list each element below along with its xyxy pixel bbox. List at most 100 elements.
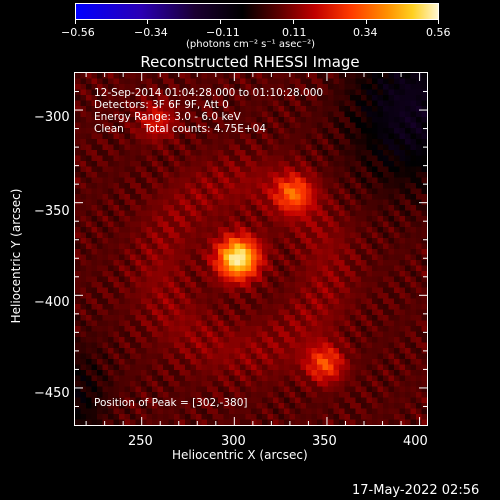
heatmap-pixel — [218, 326, 224, 332]
heatmap-pixel — [212, 177, 219, 184]
heatmap-pixel — [372, 199, 378, 206]
heatmap-pixel — [339, 359, 345, 365]
heatmap-pixel — [372, 293, 378, 299]
heatmap-pixel — [223, 232, 230, 239]
heatmap-pixel — [245, 375, 252, 382]
heatmap-pixel — [102, 331, 109, 338]
heatmap-pixel — [234, 315, 241, 321]
heatmap-pixel — [168, 128, 175, 134]
heatmap-pixel — [300, 359, 307, 365]
heatmap-pixel — [97, 194, 103, 200]
heatmap-pixel — [119, 276, 125, 283]
heatmap-pixel — [388, 375, 395, 382]
heatmap-pixel — [328, 375, 334, 382]
heatmap-pixel — [278, 287, 285, 294]
heatmap-pixel — [234, 370, 241, 376]
heatmap-pixel — [284, 199, 290, 206]
heatmap-pixel — [262, 342, 268, 349]
heatmap-pixel — [201, 381, 208, 387]
heatmap-pixel — [80, 194, 87, 200]
heatmap-pixel — [355, 386, 362, 393]
heatmap-pixel — [344, 188, 351, 195]
heatmap-pixel — [388, 227, 395, 233]
heatmap-pixel — [322, 122, 329, 129]
heatmap-pixel — [295, 320, 301, 327]
heatmap-pixel — [333, 199, 340, 206]
heatmap-pixel — [284, 304, 290, 310]
heatmap-pixel — [344, 205, 351, 211]
heatmap-pixel — [146, 243, 153, 250]
heatmap-pixel — [355, 249, 362, 255]
heatmap-pixel — [416, 144, 422, 151]
heatmap-pixel — [372, 370, 378, 376]
heatmap-pixel — [317, 271, 323, 277]
heatmap-pixel — [190, 331, 197, 338]
heatmap-pixel — [124, 364, 131, 371]
heatmap-pixel — [416, 271, 422, 277]
heatmap-pixel — [333, 150, 340, 156]
heatmap-pixel — [383, 309, 389, 316]
heatmap-pixel — [328, 95, 334, 101]
heatmap-pixel — [421, 100, 427, 107]
x-axis-label: Heliocentric X (arcsec) — [172, 448, 308, 462]
heatmap-pixel — [267, 78, 274, 85]
heatmap-pixel — [234, 172, 241, 178]
heatmap-pixel — [394, 304, 400, 310]
heatmap-pixel — [218, 370, 224, 376]
heatmap-pixel — [163, 128, 169, 134]
heatmap-pixel — [86, 243, 92, 250]
heatmap-pixel — [201, 177, 208, 184]
heatmap-pixel — [295, 260, 301, 266]
heatmap-pixel — [377, 172, 384, 178]
heatmap-pixel — [322, 375, 329, 382]
heatmap-pixel — [163, 364, 169, 371]
heatmap-pixel — [86, 287, 92, 294]
heatmap-pixel — [223, 183, 230, 189]
heatmap-pixel — [339, 265, 345, 272]
heatmap-pixel — [245, 315, 252, 321]
heatmap-pixel — [344, 298, 351, 305]
heatmap-pixel — [152, 194, 158, 200]
heatmap-pixel — [130, 216, 136, 222]
heatmap-pixel — [317, 254, 323, 261]
heatmap-pixel — [135, 117, 142, 123]
heatmap-pixel — [245, 155, 252, 162]
heatmap-pixel — [372, 419, 378, 425]
heatmap-pixel — [179, 331, 186, 338]
y-tick-label: −450 — [34, 386, 70, 401]
heatmap-pixel — [350, 238, 356, 244]
heatmap-pixel — [174, 375, 180, 382]
heatmap-pixel — [135, 128, 142, 134]
heatmap-pixel — [97, 304, 103, 310]
heatmap-pixel — [295, 326, 301, 332]
heatmap-pixel — [240, 100, 246, 107]
heatmap-pixel — [108, 331, 114, 338]
heatmap-pixel — [179, 342, 186, 349]
heatmap-pixel — [366, 133, 373, 140]
heatmap-pixel — [86, 183, 92, 189]
heatmap-pixel — [361, 276, 367, 283]
heatmap-pixel — [339, 326, 345, 332]
heatmap-pixel — [168, 177, 175, 184]
heatmap-pixel — [355, 227, 362, 233]
heatmap-pixel — [383, 419, 389, 425]
heatmap-pixel — [229, 89, 235, 96]
heatmap-pixel — [102, 100, 109, 107]
heatmap-pixel — [256, 111, 263, 118]
heatmap-pixel — [322, 155, 329, 162]
heatmap-pixel — [119, 199, 125, 206]
heatmap-pixel — [157, 161, 164, 167]
heatmap-pixel — [157, 238, 164, 244]
colorbar-tick-label: −0.34 — [134, 26, 168, 39]
heatmap-pixel — [355, 282, 362, 288]
heatmap-pixel — [245, 183, 252, 189]
heatmap-pixel — [300, 414, 307, 420]
heatmap-pixel — [196, 128, 202, 134]
heatmap-pixel — [399, 150, 406, 156]
heatmap-pixel — [322, 271, 329, 277]
heatmap-pixel — [416, 381, 422, 387]
heatmap-pixel — [317, 172, 323, 178]
heatmap-pixel — [245, 271, 252, 277]
heatmap-pixel — [185, 155, 191, 162]
heatmap-pixel — [278, 364, 285, 371]
